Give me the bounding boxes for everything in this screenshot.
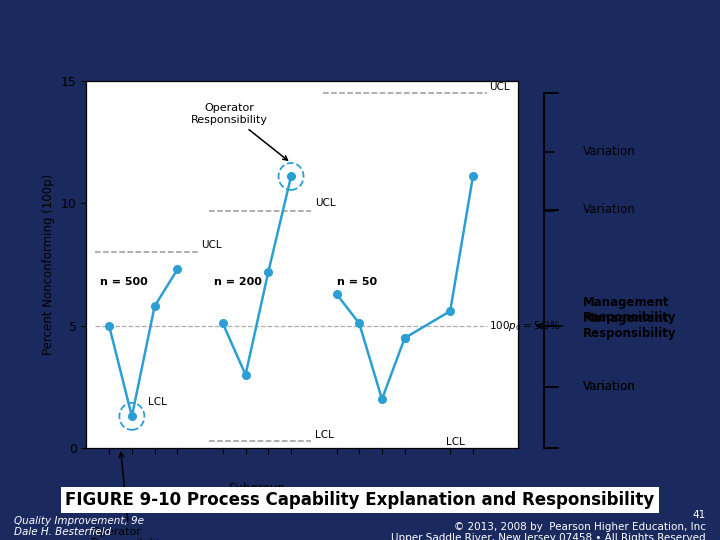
Text: LCL: LCL bbox=[446, 437, 464, 447]
Text: Variation: Variation bbox=[583, 381, 636, 394]
Text: LCL: LCL bbox=[148, 396, 166, 407]
Text: Variation: Variation bbox=[583, 145, 636, 159]
Text: UCL: UCL bbox=[489, 82, 510, 92]
Text: Operator
Responsibility: Operator Responsibility bbox=[191, 104, 287, 160]
Text: LCL: LCL bbox=[315, 430, 334, 440]
Text: Management
Responsibility: Management Responsibility bbox=[583, 312, 677, 340]
Text: Quality Improvement, 9e
Dale H. Besterfield: Quality Improvement, 9e Dale H. Besterfi… bbox=[14, 516, 145, 537]
Text: UCL: UCL bbox=[315, 198, 336, 208]
Text: Variation: Variation bbox=[583, 203, 636, 216]
Text: n = 200: n = 200 bbox=[214, 276, 261, 287]
Text: n = 50: n = 50 bbox=[336, 276, 377, 287]
Text: Management
Responsibility: Management Responsibility bbox=[583, 295, 677, 323]
Text: n = 500: n = 500 bbox=[100, 276, 148, 287]
Text: Operator
Responsibility: Operator Responsibility bbox=[91, 453, 168, 540]
Text: Subgroup: Subgroup bbox=[228, 482, 285, 496]
Text: UCL: UCL bbox=[201, 240, 222, 250]
Text: FIGURE 9-10 Process Capability Explanation and Responsibility: FIGURE 9-10 Process Capability Explanati… bbox=[66, 491, 654, 509]
Text: $100p_0 = 5.0\%$: $100p_0 = 5.0\%$ bbox=[489, 319, 561, 333]
Y-axis label: Percent Nonconforming (100p): Percent Nonconforming (100p) bbox=[42, 174, 55, 355]
Text: 41
© 2013, 2008 by  Pearson Higher Education, Inc
Upper Saddle River, New Jersey: 41 © 2013, 2008 by Pearson Higher Educat… bbox=[391, 510, 706, 540]
Text: Variation: Variation bbox=[583, 381, 636, 394]
